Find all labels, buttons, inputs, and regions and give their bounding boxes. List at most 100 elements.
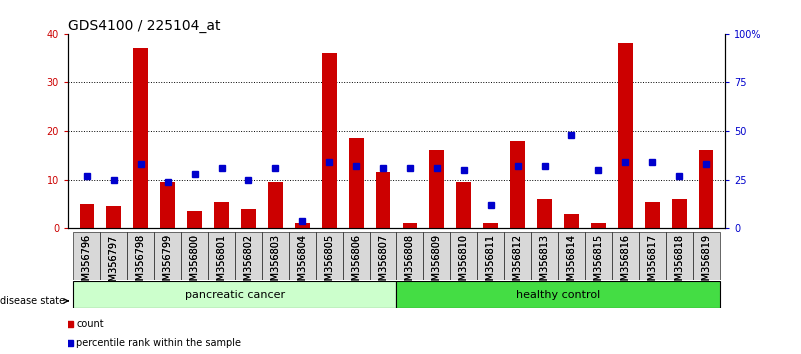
Bar — [160, 182, 175, 228]
Text: count: count — [76, 319, 103, 329]
Text: GSM356818: GSM356818 — [674, 234, 684, 293]
Bar — [74, 281, 396, 308]
Bar — [79, 204, 95, 228]
Bar — [396, 232, 424, 280]
Text: GSM356805: GSM356805 — [324, 234, 334, 293]
Text: pancreatic cancer: pancreatic cancer — [185, 290, 285, 300]
Bar — [693, 232, 719, 280]
Bar — [564, 214, 579, 228]
Bar — [322, 53, 336, 228]
Bar — [214, 201, 229, 228]
Bar — [510, 141, 525, 228]
Bar — [181, 232, 208, 280]
Text: GSM356808: GSM356808 — [405, 234, 415, 293]
Text: GSM356803: GSM356803 — [271, 234, 280, 293]
Bar — [208, 232, 235, 280]
Text: GSM356808: GSM356808 — [405, 234, 415, 293]
Bar — [289, 232, 316, 280]
Text: GSM356805: GSM356805 — [324, 234, 334, 293]
Text: GSM356817: GSM356817 — [647, 234, 658, 293]
Bar — [612, 232, 638, 280]
Bar — [504, 232, 531, 280]
Bar — [618, 44, 633, 228]
Text: GSM356809: GSM356809 — [432, 234, 442, 293]
Text: GSM356802: GSM356802 — [244, 234, 253, 293]
Bar — [127, 232, 155, 280]
Text: GSM356809: GSM356809 — [432, 234, 442, 293]
Text: GSM356814: GSM356814 — [566, 234, 577, 293]
Bar — [403, 223, 417, 228]
Bar — [107, 206, 121, 228]
Text: GSM356815: GSM356815 — [594, 234, 603, 293]
Text: GSM356800: GSM356800 — [190, 234, 199, 293]
Text: GSM356807: GSM356807 — [378, 234, 388, 293]
Bar — [537, 199, 552, 228]
Text: GSM356801: GSM356801 — [216, 234, 227, 293]
Bar — [483, 223, 498, 228]
Bar — [155, 232, 181, 280]
Bar — [241, 209, 256, 228]
Text: GSM356812: GSM356812 — [513, 234, 522, 293]
Text: GSM356799: GSM356799 — [163, 234, 173, 293]
Text: GSM356819: GSM356819 — [701, 234, 711, 293]
Text: GSM356816: GSM356816 — [620, 234, 630, 293]
Bar — [531, 232, 558, 280]
Text: GSM356803: GSM356803 — [271, 234, 280, 293]
Bar — [235, 232, 262, 280]
Bar — [295, 223, 310, 228]
Bar — [638, 232, 666, 280]
Bar — [133, 48, 148, 228]
Text: GSM356810: GSM356810 — [459, 234, 469, 293]
Text: GSM356800: GSM356800 — [190, 234, 199, 293]
Bar — [348, 138, 364, 228]
Bar — [591, 223, 606, 228]
Text: GSM356799: GSM356799 — [163, 234, 173, 293]
Text: GSM356813: GSM356813 — [540, 234, 549, 293]
Bar — [558, 232, 585, 280]
Text: GSM356815: GSM356815 — [594, 234, 603, 293]
Bar — [100, 232, 127, 280]
Text: GSM356797: GSM356797 — [109, 234, 119, 293]
Bar — [698, 150, 714, 228]
Bar — [369, 232, 396, 280]
Text: GSM356816: GSM356816 — [620, 234, 630, 293]
Text: healthy control: healthy control — [516, 290, 600, 300]
Bar — [477, 232, 504, 280]
Bar — [376, 172, 390, 228]
Bar — [450, 232, 477, 280]
Text: GSM356818: GSM356818 — [674, 234, 684, 293]
Bar — [268, 182, 283, 228]
Bar — [666, 232, 693, 280]
Text: GSM356798: GSM356798 — [135, 234, 146, 293]
Bar — [645, 201, 660, 228]
Text: GSM356806: GSM356806 — [351, 234, 361, 293]
Text: GSM356817: GSM356817 — [647, 234, 658, 293]
Bar — [457, 182, 471, 228]
Text: GSM356811: GSM356811 — [485, 234, 496, 293]
Text: GSM356802: GSM356802 — [244, 234, 253, 293]
Text: disease state: disease state — [0, 296, 68, 306]
Text: GSM356819: GSM356819 — [701, 234, 711, 293]
Text: GSM356812: GSM356812 — [513, 234, 522, 293]
Text: GSM356806: GSM356806 — [351, 234, 361, 293]
Bar — [316, 232, 343, 280]
Text: GSM356810: GSM356810 — [459, 234, 469, 293]
Text: GDS4100 / 225104_at: GDS4100 / 225104_at — [68, 19, 220, 33]
Text: GSM356807: GSM356807 — [378, 234, 388, 293]
Bar — [424, 232, 450, 280]
Text: GSM356813: GSM356813 — [540, 234, 549, 293]
Bar — [672, 199, 686, 228]
Bar — [585, 232, 612, 280]
Text: GSM356797: GSM356797 — [109, 234, 119, 293]
Bar — [187, 211, 202, 228]
Text: GSM356801: GSM356801 — [216, 234, 227, 293]
Text: GSM356814: GSM356814 — [566, 234, 577, 293]
Text: GSM356804: GSM356804 — [297, 234, 308, 293]
Bar — [74, 232, 100, 280]
Text: GSM356798: GSM356798 — [135, 234, 146, 293]
Text: GSM356796: GSM356796 — [82, 234, 92, 293]
Bar — [262, 232, 289, 280]
Text: percentile rank within the sample: percentile rank within the sample — [76, 338, 241, 348]
Text: GSM356804: GSM356804 — [297, 234, 308, 293]
Bar — [429, 150, 445, 228]
